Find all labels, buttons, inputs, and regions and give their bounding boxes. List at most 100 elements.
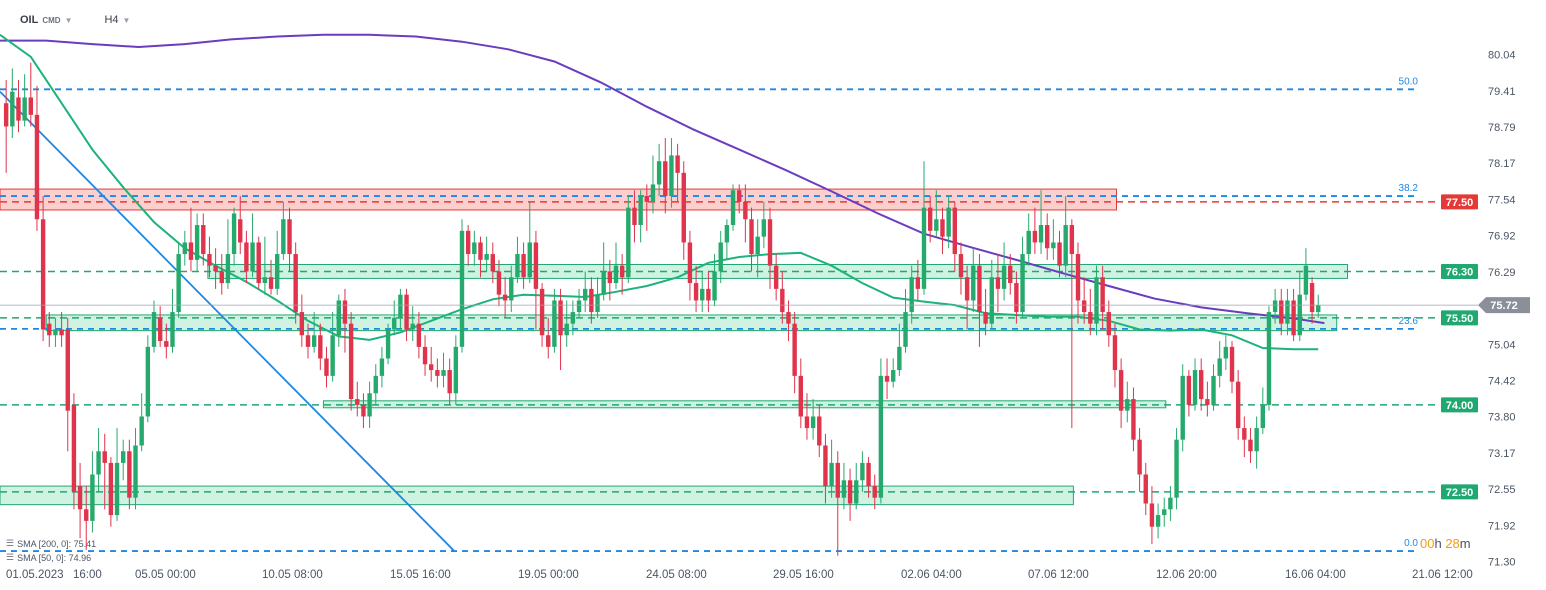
candle[interactable] — [213, 248, 218, 289]
candle[interactable] — [182, 230, 187, 266]
candle[interactable] — [693, 265, 699, 313]
candle[interactable] — [940, 207, 945, 255]
candle[interactable] — [737, 184, 742, 214]
timeframe-dropdown-icon[interactable]: ▼ — [122, 15, 131, 25]
candle[interactable] — [1192, 358, 1198, 411]
candle[interactable] — [934, 190, 939, 237]
indicator-legend-sma50[interactable]: ☰ SMA [50, 0]: 74.96 — [6, 552, 91, 563]
candle[interactable] — [589, 277, 594, 324]
candle[interactable] — [1291, 288, 1296, 342]
candle[interactable] — [989, 259, 994, 330]
candle[interactable] — [619, 254, 625, 295]
candle[interactable] — [1020, 236, 1025, 318]
candle[interactable] — [244, 230, 249, 284]
candle[interactable] — [367, 381, 372, 429]
candle[interactable] — [860, 451, 865, 492]
candle[interactable] — [348, 312, 354, 411]
candle[interactable] — [995, 254, 1001, 313]
candle[interactable] — [435, 358, 440, 388]
candle[interactable] — [34, 85, 40, 231]
candle[interactable] — [250, 213, 255, 278]
candle[interactable] — [595, 277, 600, 318]
candle[interactable] — [663, 138, 668, 214]
candle[interactable] — [114, 428, 120, 521]
candle[interactable] — [1094, 265, 1099, 336]
candle[interactable] — [964, 265, 970, 330]
candle[interactable] — [958, 242, 964, 295]
candle[interactable] — [650, 155, 656, 214]
candle[interactable] — [90, 451, 95, 533]
candle[interactable] — [909, 265, 914, 324]
candle[interactable] — [841, 462, 847, 510]
candle[interactable] — [361, 393, 366, 429]
candle[interactable] — [675, 143, 680, 202]
candle[interactable] — [607, 259, 613, 301]
price-level-tag[interactable]: 75.50 — [1441, 310, 1478, 326]
candle[interactable] — [854, 462, 859, 510]
candle[interactable] — [1309, 277, 1315, 324]
candle[interactable] — [188, 207, 194, 272]
candle[interactable] — [767, 207, 773, 289]
candle[interactable] — [465, 225, 471, 266]
candle[interactable] — [392, 300, 397, 336]
price-level-tag[interactable]: 77.50 — [1441, 194, 1478, 210]
candle[interactable] — [108, 457, 114, 527]
candle[interactable] — [1223, 335, 1229, 371]
candle[interactable] — [1229, 341, 1235, 394]
price-level-tag[interactable]: 76.30 — [1441, 263, 1478, 279]
candle[interactable] — [71, 393, 77, 510]
candle[interactable] — [546, 317, 551, 359]
candle[interactable] — [1168, 486, 1173, 521]
candle[interactable] — [847, 468, 853, 521]
candle[interactable] — [133, 428, 138, 510]
candle[interactable] — [638, 190, 643, 243]
candle[interactable] — [1303, 248, 1309, 301]
candle[interactable] — [1032, 207, 1038, 255]
support-zone[interactable] — [45, 314, 1338, 332]
candle[interactable] — [1235, 370, 1241, 440]
candle[interactable] — [718, 230, 723, 284]
candle[interactable] — [1057, 230, 1062, 278]
candle[interactable] — [429, 346, 434, 382]
candle[interactable] — [410, 306, 415, 342]
candle[interactable] — [1118, 358, 1124, 429]
candle[interactable] — [576, 288, 582, 318]
candle[interactable] — [293, 242, 298, 324]
candle[interactable] — [472, 230, 477, 266]
candle[interactable] — [946, 196, 951, 249]
candle[interactable] — [231, 207, 237, 266]
candle[interactable] — [613, 242, 619, 289]
candle[interactable] — [145, 335, 151, 423]
candle[interactable] — [490, 242, 495, 284]
candle[interactable] — [447, 358, 452, 405]
candle[interactable] — [878, 358, 884, 504]
candle[interactable] — [1199, 358, 1204, 411]
candle[interactable] — [262, 236, 268, 295]
candle[interactable] — [318, 323, 323, 371]
candle[interactable] — [170, 288, 175, 353]
candle[interactable] — [792, 312, 797, 394]
candle[interactable] — [1069, 219, 1075, 429]
menu-icon[interactable]: ☰ — [6, 552, 15, 562]
candle[interactable] — [558, 288, 563, 371]
candle[interactable] — [1088, 288, 1093, 336]
sma-line[interactable] — [0, 33, 1319, 351]
candle[interactable] — [379, 346, 385, 388]
candle[interactable] — [1260, 387, 1265, 434]
price-level-tag[interactable]: 74.00 — [1441, 397, 1478, 413]
candle[interactable] — [780, 271, 785, 324]
candle[interactable] — [1081, 277, 1087, 324]
candle[interactable] — [601, 242, 606, 301]
candle[interactable] — [1106, 300, 1111, 347]
candle[interactable] — [342, 288, 348, 353]
candle[interactable] — [422, 335, 428, 376]
candle[interactable] — [1051, 219, 1056, 260]
candle[interactable] — [502, 277, 508, 318]
candle[interactable] — [3, 80, 9, 173]
symbol-label[interactable]: OIL — [20, 14, 39, 26]
candle[interactable] — [884, 358, 890, 400]
candle[interactable] — [872, 474, 877, 510]
candle[interactable] — [1248, 428, 1253, 463]
candle[interactable] — [287, 207, 292, 272]
candle[interactable] — [977, 254, 982, 347]
